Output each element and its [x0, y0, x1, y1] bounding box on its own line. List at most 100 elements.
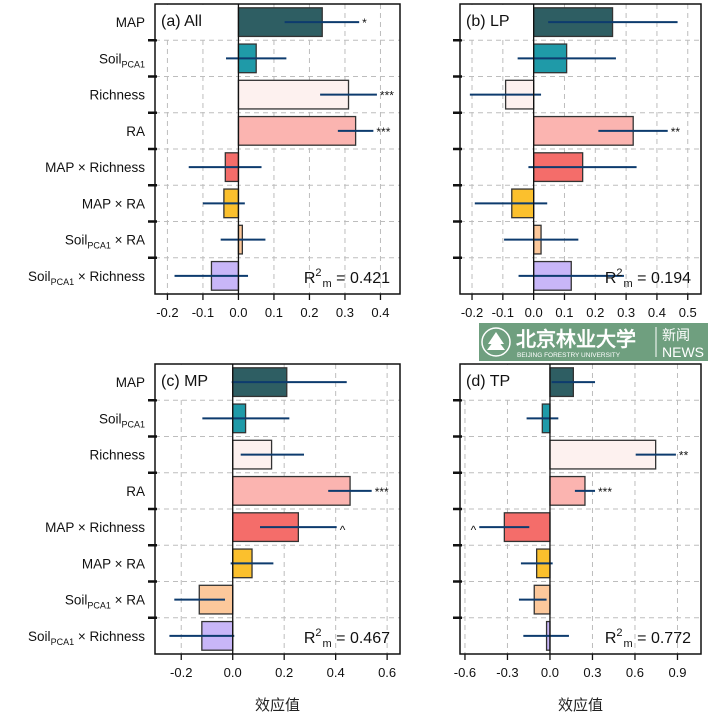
r2-sub: m: [323, 278, 332, 290]
plot-frame: [154, 3, 401, 295]
x-tick-label: 0.2: [300, 305, 318, 320]
x-tick-label: 0.1: [555, 305, 573, 320]
title-background: [156, 365, 232, 400]
watermark-name-en: BEIJING FORESTRY UNIVERSITY: [517, 352, 621, 359]
label-main: MAP: [116, 15, 145, 30]
label-main: Soil: [65, 593, 88, 608]
label-main: Soil: [28, 269, 51, 284]
significance-label: ***: [376, 125, 390, 139]
panel-b: ** -0.2 -0.1 0.0 0.1 0.2 0.3 0.4 0.5 (b) LP R2m = …: [453, 3, 702, 320]
x-tick-label: 0.9: [668, 665, 686, 680]
y-category-label: SoilPCA1: [99, 411, 145, 429]
y-category-label: Richness: [89, 88, 145, 103]
x-axis-label: 效应值: [255, 696, 300, 714]
y-category-label: MAP × RA: [82, 556, 145, 571]
y-category-label: MAP: [116, 15, 145, 30]
y-category-label: SoilPCA1 × RA: [65, 233, 145, 251]
x-tick-label: -0.2: [170, 665, 192, 680]
r-squared-label: R2m = 0.467: [304, 627, 390, 650]
r2-value: = 0.467: [332, 630, 390, 647]
plot-frame: [459, 363, 702, 655]
label-main: Soil: [28, 629, 51, 644]
y-category-label: MAP × Richness: [45, 520, 145, 535]
panel-a: *******-0.2 -0.1 0.0 0.1 0.2 0.3 0.4(a) AllR2m…: [28, 3, 401, 320]
x-tick-label: -0.2: [156, 305, 178, 320]
significance-label: **: [671, 125, 681, 139]
y-category-label: MAP × RA: [82, 196, 145, 211]
x-tick-label: 0.4: [327, 665, 345, 680]
r2-sup: 2: [315, 267, 321, 279]
label-suffix: × Richness: [74, 629, 145, 644]
r2-letter: R: [304, 630, 316, 647]
label-sub: PCA1: [51, 637, 75, 647]
x-tick-label: 0.0: [541, 665, 559, 680]
significance-label: ***: [375, 485, 389, 499]
label-main: Richness: [89, 88, 145, 103]
r2-sub: m: [624, 638, 633, 650]
label-main: MAP: [116, 375, 145, 390]
label-suffix: × RA: [111, 233, 145, 248]
r2-sup: 2: [616, 627, 622, 639]
r2-value: = 0.194: [633, 270, 691, 287]
label-main: RA: [126, 484, 145, 499]
label-main: Soil: [99, 411, 122, 426]
r-squared-label: R2m = 0.194: [605, 267, 691, 290]
r2-sub: m: [624, 278, 633, 290]
significance-label: ***: [380, 89, 394, 103]
tree-icon: [487, 332, 505, 350]
r2-value: = 0.421: [332, 270, 390, 287]
y-category-label: SoilPCA1: [99, 51, 145, 69]
x-tick-label: 0.0: [229, 305, 247, 320]
r2-letter: R: [304, 270, 316, 287]
x-tick-label: -0.2: [461, 305, 483, 320]
r2-letter: R: [605, 630, 617, 647]
significance-label: **: [679, 449, 689, 463]
panel-c: *** ^ -0.2 0.0 0.2 0.4 0.6 (c) MP R2m = 0.467 MAP…: [28, 363, 401, 714]
r-squared-label: R2m = 0.421: [304, 267, 390, 290]
label-main: Richness: [89, 448, 145, 463]
university-seal-icon: [481, 327, 511, 357]
panel-title: (c) MP: [161, 373, 208, 390]
panel-title: (d) TP: [466, 373, 510, 390]
x-tick-label: 0.6: [626, 665, 644, 680]
plot-frame: [154, 363, 401, 655]
x-tick-label: 0.4: [371, 305, 389, 320]
x-tick-label: 0.6: [378, 665, 396, 680]
label-main: RA: [126, 124, 145, 139]
panel-title: (a) All: [161, 13, 202, 30]
x-tick-label: 0.3: [617, 305, 635, 320]
plot-frame: [459, 3, 702, 295]
x-tick-label: 0.5: [679, 305, 697, 320]
label-main: Soil: [65, 233, 88, 248]
y-category-label: SoilPCA1 × RA: [65, 593, 145, 611]
y-category-label: MAP × Richness: [45, 160, 145, 175]
x-tick-label: 0.0: [224, 665, 242, 680]
label-main: MAP × RA: [82, 556, 145, 571]
x-tick-label: 0.3: [336, 305, 354, 320]
x-tick-label: -0.1: [492, 305, 514, 320]
title-background: [156, 5, 238, 40]
x-tick-label: 0.2: [586, 305, 604, 320]
y-category-label: RA: [126, 484, 145, 499]
label-sub: PCA1: [121, 419, 145, 429]
label-sub: PCA1: [87, 241, 111, 251]
y-category-label: SoilPCA1 × Richness: [28, 269, 145, 287]
label-sub: PCA1: [51, 277, 75, 287]
r2-sub: m: [323, 638, 332, 650]
watermark-name-cn: 北京林业大学: [516, 327, 636, 351]
y-category-label: SoilPCA1 × Richness: [28, 629, 145, 647]
label-main: MAP × RA: [82, 196, 145, 211]
watermark-background: [479, 323, 708, 361]
r2-value: = 0.772: [633, 630, 691, 647]
x-tick-label: 0.1: [265, 305, 283, 320]
label-main: MAP × Richness: [45, 160, 145, 175]
significance-label: *: [362, 16, 367, 30]
x-tick-label: 0.0: [525, 305, 543, 320]
x-tick-label: -0.3: [496, 665, 518, 680]
panel-title: (b) LP: [466, 13, 510, 30]
x-tick-label: -0.1: [192, 305, 214, 320]
title-background: [461, 365, 549, 400]
